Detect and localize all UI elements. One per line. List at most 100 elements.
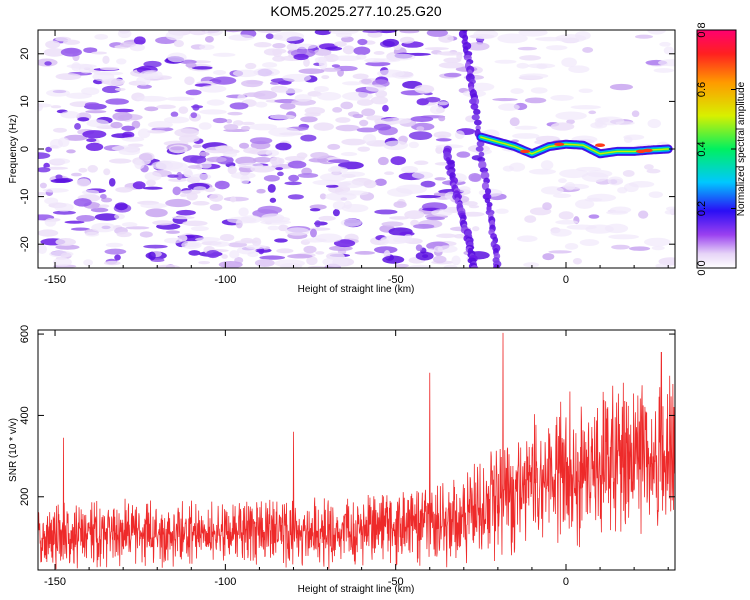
spectrogram-halo-blob bbox=[198, 122, 212, 130]
spectrogram-noise-blob bbox=[340, 101, 354, 110]
spectrogram-noise-blob bbox=[303, 58, 310, 67]
spectrogram-halo-blob bbox=[199, 44, 215, 51]
spectrogram-noise-blob bbox=[83, 47, 98, 54]
spectrogram-halo-blob bbox=[340, 218, 362, 227]
spectrogram-halo-blob bbox=[342, 91, 373, 101]
spectrogram-halo-blob bbox=[282, 73, 312, 82]
spectrogram-halo-blob bbox=[341, 81, 363, 86]
spectrogram-noise-blob bbox=[631, 110, 640, 118]
spectrogram-streak-blob bbox=[475, 146, 484, 152]
spectrogram-noise-blob bbox=[180, 190, 201, 195]
spectrogram-halo-blob bbox=[383, 140, 409, 151]
spectrogram-noise-blob bbox=[284, 156, 306, 162]
spectrogram-noise-blob bbox=[206, 156, 227, 163]
spectrogram-noise-blob bbox=[156, 104, 176, 110]
spectrogram-noise-blob bbox=[309, 208, 321, 212]
spectrogram-noise-blob bbox=[45, 146, 52, 153]
spectrogram-noise-blob bbox=[55, 244, 80, 250]
spectrogram-halo-blob bbox=[575, 166, 602, 172]
spectrogram-noise-blob bbox=[241, 79, 263, 88]
spectrogram-halo-blob bbox=[228, 34, 255, 41]
spectrogram-streak-blob bbox=[482, 193, 492, 201]
spectrogram-noise-blob bbox=[284, 181, 302, 186]
spectrogram-noise-blob bbox=[287, 160, 307, 169]
spectrogram-halo-blob bbox=[387, 188, 413, 197]
spectrogram-noise-blob bbox=[269, 197, 277, 203]
spectrogram-halo-blob bbox=[411, 171, 434, 179]
spectrogram-halo-blob bbox=[552, 193, 572, 198]
spectrogram-noise-blob bbox=[466, 42, 490, 51]
spectrogram-noise-blob bbox=[461, 211, 485, 217]
spectrogram-halo-blob bbox=[655, 263, 672, 268]
spectrogram-noise-blob bbox=[73, 198, 92, 207]
spectrogram-noise-blob bbox=[132, 181, 146, 190]
spectrogram-noise-blob bbox=[374, 209, 398, 215]
spectrogram-noise-blob bbox=[436, 233, 457, 239]
spectrogram-noise-blob bbox=[198, 151, 210, 157]
spectrogram-halo-blob bbox=[199, 162, 212, 169]
spectrogram-halo-blob bbox=[555, 111, 587, 121]
spectrogram-noise-blob bbox=[148, 251, 156, 261]
spectrogram-noise-blob bbox=[269, 156, 283, 166]
spectrogram-halo-blob bbox=[249, 123, 278, 131]
spectrogram-hotspot bbox=[642, 148, 653, 153]
spectrogram-noise-blob bbox=[287, 253, 313, 259]
spectrogram-halo-blob bbox=[512, 133, 540, 139]
spectrogram-noise-blob bbox=[588, 214, 600, 219]
spectrogram-noise-blob bbox=[313, 122, 334, 131]
spectrogram-noise-blob bbox=[114, 202, 128, 211]
spectrogram-noise-blob bbox=[341, 138, 367, 146]
spectrogram-noise-blob bbox=[256, 30, 282, 34]
spectrogram-noise-blob bbox=[509, 117, 520, 127]
spectrogram-noise-blob bbox=[300, 116, 318, 123]
colorbar-tick-label: 0.4 bbox=[696, 141, 708, 156]
spectrogram-noise-blob bbox=[357, 38, 368, 46]
spectrogram-noise-blob bbox=[354, 251, 376, 255]
spectrogram-halo-blob bbox=[93, 71, 124, 76]
spectrogram-halo-blob bbox=[550, 228, 572, 237]
x-tick-label: -50 bbox=[388, 576, 404, 588]
spectrogram-halo-blob bbox=[659, 41, 671, 47]
spectrogram-noise-blob bbox=[414, 84, 435, 94]
spectrogram-halo-blob bbox=[122, 136, 145, 142]
spectrogram-noise-blob bbox=[76, 178, 91, 187]
spectrogram-halo-blob bbox=[44, 197, 59, 205]
spectrogram-halo-blob bbox=[315, 233, 343, 243]
spectrogram-halo-blob bbox=[190, 226, 209, 232]
y-tick-label: -20 bbox=[19, 236, 31, 252]
spectrogram-noise-blob bbox=[323, 53, 339, 63]
x-tick-label: 0 bbox=[563, 576, 569, 588]
spectrogram-noise-blob bbox=[362, 30, 382, 33]
spectrogram-streak-blob bbox=[484, 197, 491, 204]
spectrogram-noise-blob bbox=[249, 137, 273, 145]
spectrogram-halo-blob bbox=[648, 191, 663, 198]
spectrogram-halo-blob bbox=[568, 65, 590, 73]
spectrogram-noise-blob bbox=[138, 153, 153, 161]
spectrogram-noise-blob bbox=[321, 75, 330, 80]
spectrogram-noise-blob bbox=[276, 248, 294, 254]
spectrogram-noise-blob bbox=[114, 87, 126, 92]
spectrogram-halo-blob bbox=[523, 262, 540, 268]
spectrogram-halo-blob bbox=[607, 176, 624, 186]
spectrogram-halo-blob bbox=[140, 202, 168, 209]
y-tick-label: 20 bbox=[19, 48, 31, 60]
spectrogram-halo-blob bbox=[401, 166, 418, 174]
spectrogram-halo-blob bbox=[437, 245, 458, 253]
spectrogram-halo-blob bbox=[408, 141, 419, 149]
spectrogram-noise-blob bbox=[112, 112, 133, 121]
spectrogram-halo-blob bbox=[267, 225, 280, 231]
spectrogram-halo-blob bbox=[38, 103, 43, 112]
spectrogram-noise-blob bbox=[214, 180, 230, 190]
spectrogram-halo-blob bbox=[327, 166, 349, 174]
spectrogram-noise-blob bbox=[77, 117, 90, 122]
spectrogram-noise-blob bbox=[44, 61, 52, 66]
spectrogram-noise-blob bbox=[303, 245, 317, 254]
spectrogram-noise-blob bbox=[517, 46, 537, 51]
spectrogram-halo-blob bbox=[579, 239, 600, 246]
spectrogram-noise-blob bbox=[91, 51, 107, 55]
spectrogram-noise-blob bbox=[395, 263, 409, 268]
x-tick-label: -100 bbox=[214, 274, 236, 286]
spectrogram-halo-blob bbox=[58, 137, 70, 148]
spectrogram-halo-blob bbox=[516, 62, 529, 69]
x-tick-label: -150 bbox=[44, 576, 66, 588]
